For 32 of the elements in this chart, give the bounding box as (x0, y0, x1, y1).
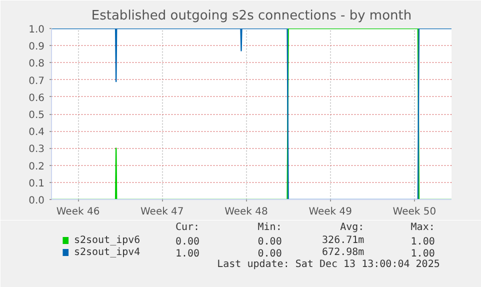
y-tick-label: 0.8 (28, 58, 45, 70)
x-tick-label: Week 47 (140, 206, 184, 218)
text: Min: (258, 222, 282, 233)
y-tick-label: 0.7 (28, 76, 45, 87)
y-tick-label: 0.1 (28, 178, 45, 190)
text: 1.00 (175, 248, 200, 260)
legend-label: s2sout_ipv4 (74, 247, 140, 258)
text: 1.00 (410, 248, 435, 260)
y-tick-label: 0.5 (28, 110, 45, 121)
y-tick-label: 0.6 (28, 92, 45, 104)
y-tick-label: 0.0 (28, 196, 45, 206)
text: 0.00 (258, 248, 282, 260)
text: 1.00 (410, 236, 435, 248)
y-tick-label: 0.9 (28, 42, 45, 53)
x-tick-label: Week 50 (392, 206, 436, 218)
text: 0.00 (175, 236, 200, 248)
text: 672.98m (322, 247, 364, 258)
x-tick-label: Week 49 (308, 206, 352, 218)
chart-title: Established outgoing s2s connections - by month (91, 8, 412, 24)
text: Last update: Sat Dec 13 13:00:04 2025 (217, 259, 440, 270)
y-tick-label: 0.2 (28, 161, 45, 172)
text: 326.71m (322, 235, 364, 246)
y-tick-label: 0.4 (28, 127, 45, 138)
x-tick-label: Week 46 (56, 206, 100, 218)
legend-label: s2sout_ipv6 (74, 235, 140, 246)
text: 0.00 (258, 236, 282, 248)
y-tick-label: 0.3 (28, 144, 45, 156)
text: Max: (410, 222, 435, 233)
text: Cur: (175, 222, 200, 233)
text: Avg: (340, 222, 364, 233)
y-tick-label: 1.0 (28, 24, 45, 36)
x-tick-label: Week 48 (224, 206, 268, 218)
